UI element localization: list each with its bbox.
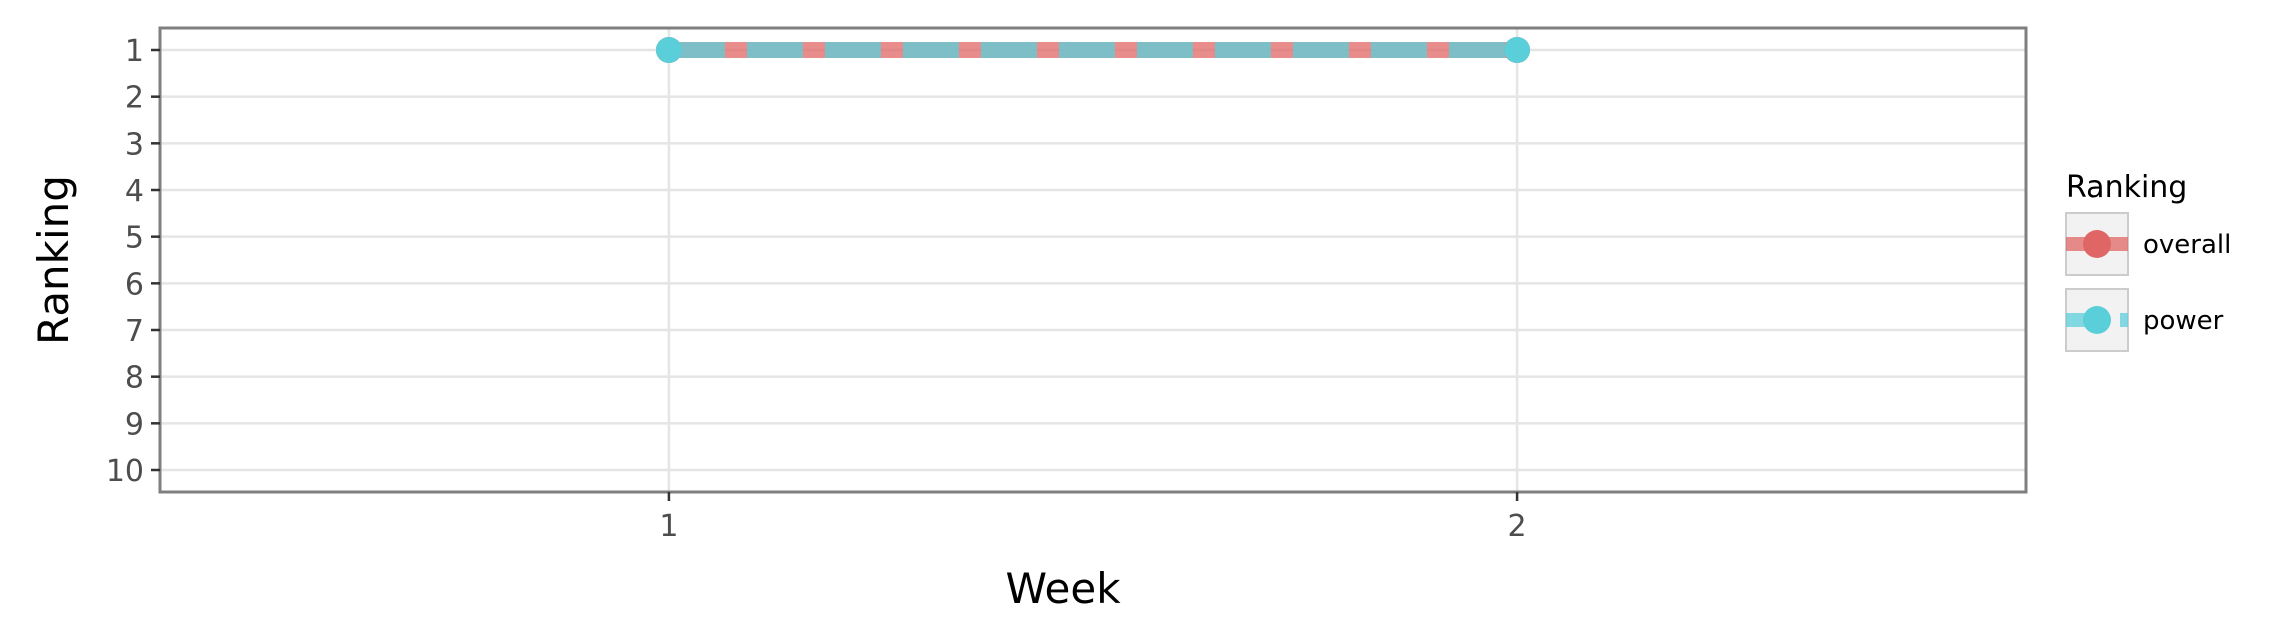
y-tick-label: 5 [125,221,144,256]
plot-border [158,26,2028,494]
y-tick-label: 2 [125,81,144,116]
y-tick-label: 6 [125,267,144,302]
legend-title: Ranking [2066,170,2187,205]
y-tick-label: 4 [125,174,144,209]
y-tick-label: 3 [125,127,144,162]
legend-key-point [2083,230,2111,258]
legend-label-overall: overall [2143,230,2231,260]
y-tick-label: 7 [125,314,144,349]
y-axis-title: Ranking [29,175,78,345]
series-layer [655,37,1531,63]
plot-panel [160,28,2026,492]
y-tick-label: 8 [125,361,144,396]
y-tick-label: 10 [106,454,144,489]
legend-label-power: power [2143,306,2224,336]
legend-key-point [2083,306,2111,334]
series-point-power [1504,37,1531,63]
y-tick-label: 1 [125,34,144,69]
legend: Ranking overall power [2065,170,2231,352]
x-axis-title: Week [1005,564,1121,613]
y-axis-ticks: 1 2 3 4 5 6 7 8 9 10 [106,34,160,489]
x-tick-label: 1 [659,509,678,544]
x-tick-label: 2 [1508,509,1527,544]
legend-items: overall power [2065,212,2231,352]
series-point-power [655,37,682,63]
x-gridlines [667,28,1519,492]
y-tick-label: 9 [125,407,144,442]
